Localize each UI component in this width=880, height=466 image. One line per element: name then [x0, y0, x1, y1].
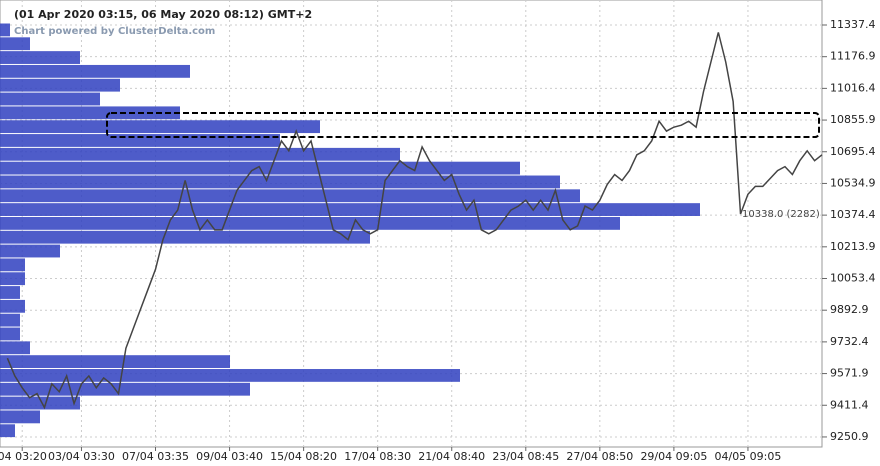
profile-bar — [0, 286, 20, 299]
y-tick-label: 11337.4 — [830, 18, 876, 31]
profile-bar — [0, 410, 40, 424]
chart-title: (01 Apr 2020 03:15, 06 May 2020 08:12) G… — [14, 8, 312, 21]
y-tick-label: 10053.4 — [830, 272, 876, 285]
x-tick-label: 27/04 08:50 — [566, 450, 633, 463]
y-tick-label: 11176.9 — [830, 50, 876, 63]
y-tick-label: 9892.9 — [830, 303, 869, 316]
y-tick-label: 10855.9 — [830, 113, 876, 126]
y-tick-label: 10374.4 — [830, 208, 876, 221]
x-tick-label: 21/04 08:40 — [418, 450, 485, 463]
profile-bar — [0, 424, 15, 438]
chart-subtitle: Chart powered by ClusterDelta.com — [14, 26, 215, 37]
annotation: 10338.0 (2282) — [742, 209, 820, 220]
x-tick-label: 29/04 09:05 — [640, 450, 707, 463]
profile-bar — [0, 355, 230, 369]
profile-bar — [0, 327, 20, 341]
profile-bar — [0, 106, 180, 120]
profile-bar — [0, 230, 370, 244]
x-tick-label: 03/04 03:30 — [48, 450, 115, 463]
profile-bar — [0, 51, 80, 64]
profile-bar — [0, 175, 560, 189]
layer — [0, 0, 823, 447]
y-tick-label: 9250.9 — [830, 430, 869, 443]
x-tick-label: 23/04 08:45 — [492, 450, 559, 463]
y-tick-label: 10695.4 — [830, 145, 876, 158]
x-tick-label: 04 03:20 — [0, 450, 47, 463]
x-tick-label: 09/04 03:40 — [196, 450, 263, 463]
profile-bar — [0, 313, 20, 327]
profile-bar — [0, 341, 30, 355]
y-tick-label: 10534.9 — [830, 176, 876, 189]
y-tick-label: 9571.9 — [830, 367, 869, 380]
y-tick-label: 10213.9 — [830, 240, 876, 253]
x-tick-label: 07/04 03:35 — [122, 450, 189, 463]
y-tick-label: 9411.4 — [830, 398, 869, 411]
profile-bar — [0, 244, 60, 258]
profile-bar — [0, 120, 320, 134]
zone-box — [106, 112, 820, 138]
profile-bar — [0, 189, 580, 203]
profile-bar — [0, 258, 25, 272]
x-tick-label: 15/04 08:20 — [270, 450, 337, 463]
profile-bar — [0, 147, 400, 161]
profile-bar — [0, 272, 25, 286]
profile-bar — [0, 203, 700, 216]
profile-bar — [0, 78, 120, 92]
x-tick-label: 04/05 09:05 — [714, 450, 781, 463]
y-tick-label: 11016.4 — [830, 81, 876, 94]
y-tick-label: 9732.4 — [830, 335, 869, 348]
price-line — [6, 32, 823, 410]
profile-bar — [0, 64, 190, 78]
profile-bar — [0, 92, 100, 106]
profile-bar — [0, 37, 30, 51]
profile-bar — [0, 216, 620, 230]
profile-bar — [0, 299, 25, 313]
x-tick-label: 17/04 08:30 — [344, 450, 411, 463]
profile-bar — [0, 134, 280, 147]
profile-bar — [0, 369, 460, 382]
profile-bar — [0, 23, 10, 37]
profile-bar — [0, 396, 80, 410]
